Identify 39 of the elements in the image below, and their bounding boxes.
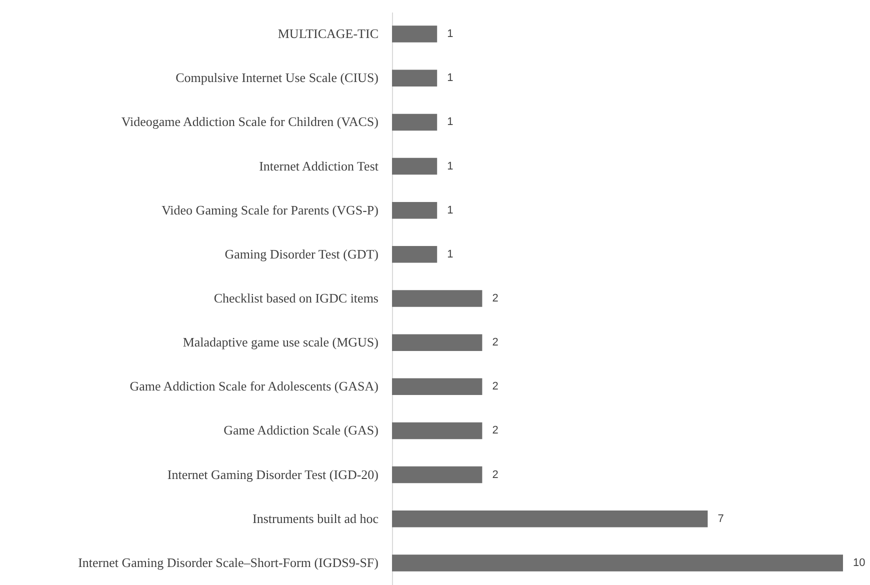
- data-label: 1: [447, 72, 454, 84]
- y-tick-label: Game Addiction Scale (GAS): [224, 422, 378, 438]
- bar: [392, 378, 482, 396]
- bar: [392, 554, 843, 572]
- data-label: 10: [853, 556, 866, 569]
- bar: [392, 466, 482, 484]
- y-tick-label: Internet Addiction Test: [259, 158, 379, 174]
- data-label: 2: [492, 468, 498, 481]
- data-label: 1: [447, 160, 454, 172]
- y-tick-label: MULTICAGE-TIC: [278, 26, 378, 42]
- data-label: 1: [447, 28, 454, 40]
- y-tick-label: Internet Gaming Disorder Test (IGD-20): [167, 466, 378, 482]
- bar: [392, 202, 438, 219]
- data-label: 1: [447, 204, 454, 216]
- data-label: 2: [492, 424, 498, 437]
- bar: [392, 246, 438, 263]
- bar: [392, 158, 438, 175]
- bar: [392, 114, 438, 131]
- bar: [392, 70, 438, 86]
- y-tick-label: Instruments built ad hoc: [252, 510, 379, 526]
- y-tick-label: Compulsive Internet Use Scale (CIUS): [176, 70, 378, 86]
- data-label: 7: [718, 512, 724, 525]
- data-label: 2: [492, 380, 498, 393]
- bar: [392, 26, 438, 42]
- y-tick-label: Videogame Addiction Scale for Children (VACS): [121, 114, 378, 130]
- data-label: 2: [492, 292, 498, 304]
- y-tick-label: Internet Gaming Disorder Scale–Short-Form (IGDS9-SF): [78, 554, 378, 570]
- y-tick-label: Video Gaming Scale for Parents (VGS-P): [162, 202, 378, 218]
- y-tick-label: Maladaptive game use scale (MGUS): [182, 334, 378, 350]
- y-tick-label: Gaming Disorder Test (GDT): [224, 246, 378, 262]
- data-label: 1: [447, 248, 454, 260]
- bar: [392, 334, 482, 351]
- bar: [392, 510, 708, 528]
- bar: [392, 290, 482, 307]
- data-label: 1: [447, 116, 454, 128]
- y-tick-label: Game Addiction Scale for Adolescents (GASA): [130, 378, 378, 394]
- y-tick-label: Checklist based on IGDC items: [214, 290, 378, 306]
- bar: [392, 422, 482, 440]
- data-label: 2: [492, 336, 498, 349]
